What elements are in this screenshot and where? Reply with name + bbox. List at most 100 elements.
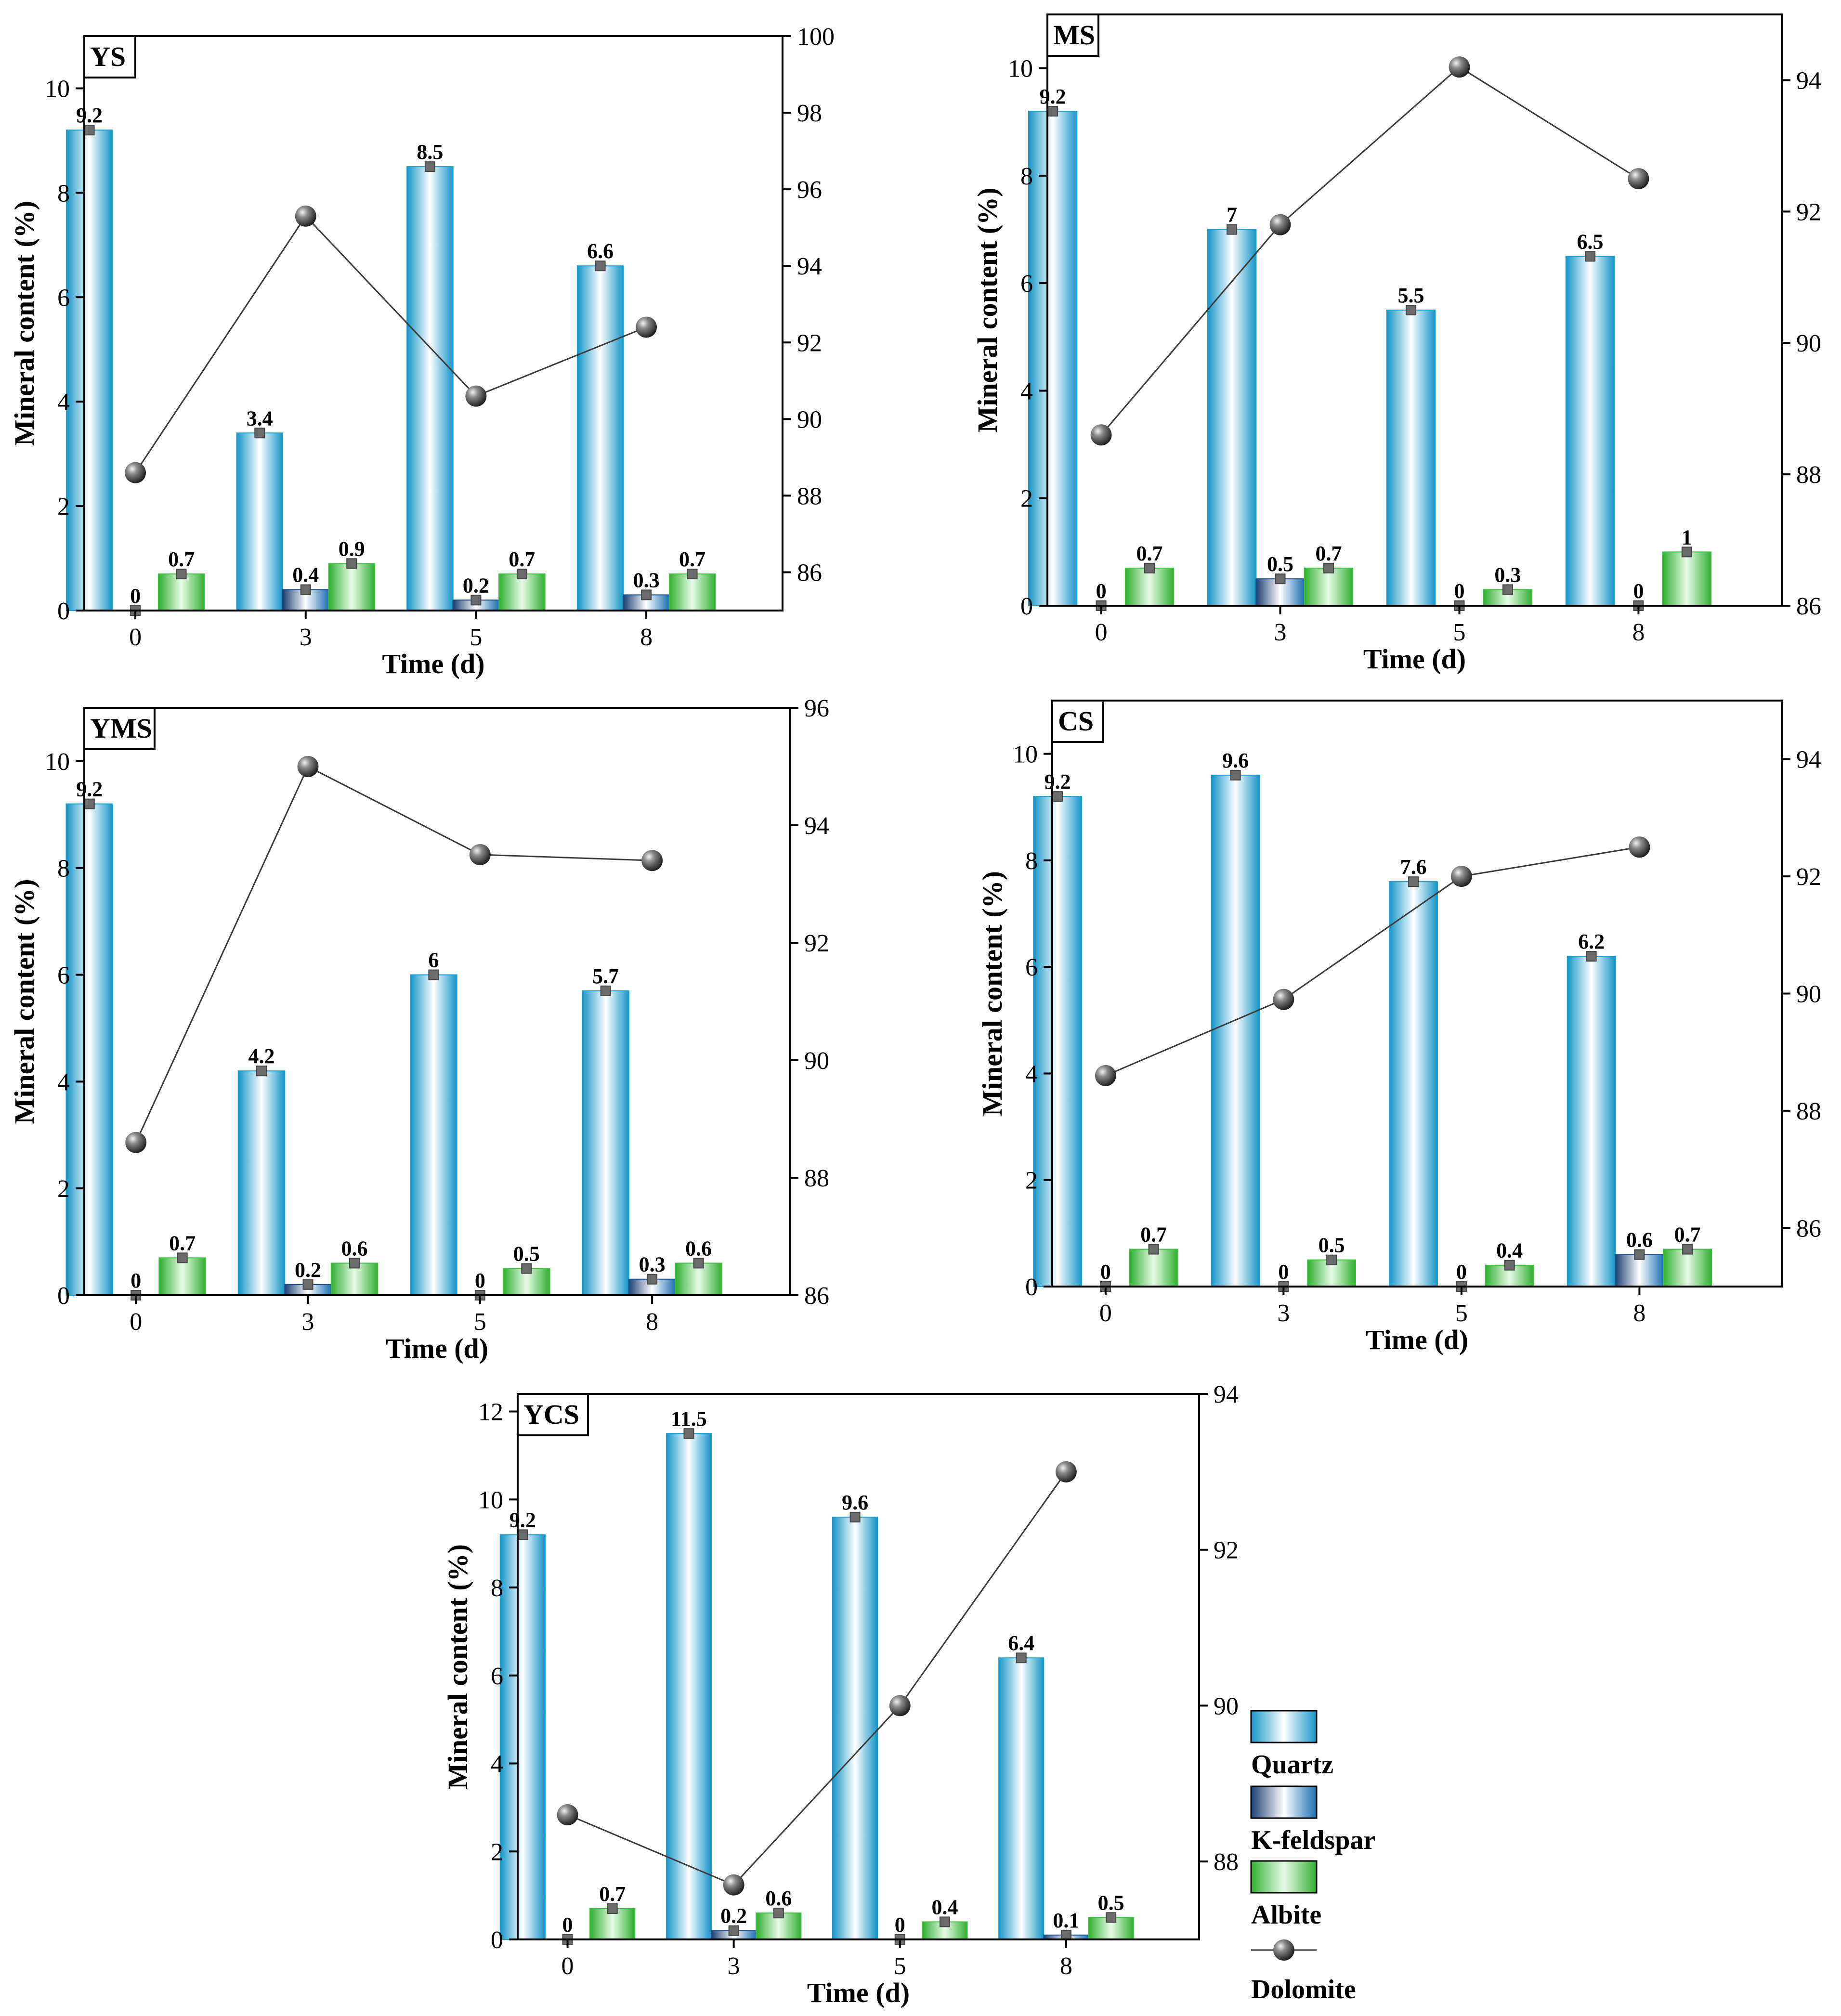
data-label-albite-8: 0.5	[1098, 1891, 1124, 1914]
data-label-k-feldspar-0: 0	[130, 584, 141, 608]
dolomite-point-8	[1628, 168, 1649, 190]
data-label-albite-8: 0.6	[685, 1236, 712, 1260]
y-tick-label: 10	[478, 1486, 503, 1514]
y-tick-label: 8	[57, 855, 70, 883]
bar-cap-albite-0	[1148, 1244, 1159, 1255]
data-label-k-feldspar-0: 0	[1096, 579, 1107, 603]
y-tick-label: 6	[1020, 270, 1033, 298]
legend-swatch-albite	[1250, 1860, 1318, 1894]
x-tick-label: 5	[894, 1952, 906, 1980]
data-label-albite-5: 0.3	[1494, 563, 1521, 587]
y-tick-label: 0	[57, 598, 70, 625]
y2-tick-label: 100	[797, 23, 835, 51]
bar-albite-0	[1124, 567, 1175, 606]
data-label-albite-8: 1	[1682, 525, 1692, 549]
bar-cap-quartz-5	[428, 969, 439, 980]
x-tick-label: 0	[561, 1952, 574, 1980]
data-label-quartz-5: 8.5	[417, 140, 443, 164]
x-tick-label: 5	[470, 624, 482, 651]
x-tick-label: 5	[1455, 1300, 1468, 1327]
dolomite-point-8	[1055, 1461, 1077, 1483]
y-tick-label: 2	[57, 1175, 70, 1203]
bar-cap-albite-8	[1682, 1244, 1693, 1255]
bar-albite-3	[1304, 567, 1354, 606]
y2-tick-label: 90	[1214, 1692, 1239, 1720]
legend-label-quartz: Quartz	[1251, 1750, 1333, 1780]
dolomite-line	[135, 765, 653, 1143]
y-axis-title: Mineral content (%)	[9, 201, 40, 446]
x-tick-label: 0	[130, 1308, 142, 1336]
legend: Quartz K-feldspar Albite Dolomite	[1250, 1710, 1375, 2004]
y-tick-label: 10	[45, 75, 70, 103]
y-tick-label: 8	[1025, 847, 1038, 875]
data-label-albite-0: 0.7	[599, 1882, 626, 1906]
data-label-k-feldspar-8: 0.3	[633, 568, 660, 592]
plot-frame	[517, 1393, 1200, 1940]
data-label-quartz-0: 9.2	[509, 1508, 536, 1532]
legend-label-kfeldspar: K-feldspar	[1251, 1825, 1375, 1855]
bar-cap-albite-8	[1681, 546, 1692, 558]
y-tick-label: 10	[1013, 741, 1038, 768]
y2-tick-label: 90	[1796, 330, 1821, 357]
y-tick-label: 8	[491, 1574, 503, 1602]
bar-cap-k-feldspar-3	[300, 584, 311, 595]
data-label-quartz-5: 6	[428, 949, 439, 972]
y2-tick-label: 92	[1796, 198, 1821, 226]
bar-albite-5	[498, 573, 546, 611]
plot-frame	[83, 35, 783, 611]
y2-tick-label: 88	[1796, 461, 1821, 489]
bar-quartz-3	[1211, 774, 1260, 1287]
data-label-albite-3: 0.6	[765, 1886, 792, 1910]
y2-tick-label: 94	[1796, 67, 1821, 94]
x-tick-label: 8	[1633, 1300, 1645, 1327]
bar-cap-k-feldspar-3	[302, 1279, 313, 1290]
panel-tag-box	[1051, 700, 1104, 743]
y2-tick-label: 94	[804, 812, 829, 840]
bar-cap-quartz-3	[256, 1066, 267, 1077]
y2-tick-label: 88	[1214, 1848, 1239, 1876]
bar-quartz-5	[832, 1516, 878, 1940]
data-label-albite-0: 0.7	[1136, 542, 1163, 565]
data-label-k-feldspar-5: 0.2	[463, 573, 489, 597]
data-label-k-feldspar-5: 0	[895, 1913, 905, 1937]
dolomite-point-3	[1269, 214, 1291, 235]
bar-quartz-8	[1567, 956, 1616, 1287]
bar-albite-8	[1662, 551, 1712, 607]
bar-quartz-8	[576, 265, 624, 611]
dolomite-point-3	[295, 205, 316, 227]
bar-cap-quartz-8	[595, 260, 606, 272]
x-axis-title: Time (d)	[386, 1333, 488, 1364]
dolomite-point-5	[889, 1695, 911, 1717]
y-tick-label: 0	[491, 1926, 503, 1954]
y-tick-label: 4	[1020, 377, 1033, 405]
data-label-albite-3: 0.5	[1319, 1234, 1345, 1257]
data-label-albite-0: 0.7	[169, 1231, 196, 1255]
x-tick-label: 3	[302, 1308, 314, 1336]
y-tick-label: 10	[45, 748, 70, 776]
panel-tag-box	[83, 707, 156, 750]
bar-cap-quartz-5	[424, 161, 435, 172]
data-label-k-feldspar-0: 0	[562, 1913, 573, 1937]
bar-quartz-3	[1207, 229, 1257, 606]
dolomite-point-8	[1629, 836, 1650, 858]
bar-cap-albite-3	[346, 558, 357, 569]
x-axis-title: Time (d)	[1366, 1324, 1468, 1355]
data-label-k-feldspar-3: 0	[1278, 1260, 1289, 1284]
bar-quartz-8	[998, 1657, 1045, 1940]
data-label-quartz-0: 9.2	[1045, 770, 1071, 793]
data-label-quartz-3: 7	[1227, 203, 1237, 227]
y2-tick-label: 92	[804, 930, 829, 957]
bar-albite-0	[157, 573, 205, 611]
y-axis-title: Mineral content (%)	[9, 879, 40, 1124]
data-label-quartz-0: 9.2	[76, 104, 103, 127]
bar-cap-quartz-3	[254, 428, 265, 439]
bar-cap-albite-5	[939, 1916, 950, 1927]
y2-tick-label: 92	[1796, 863, 1821, 891]
plot-frame	[1046, 13, 1783, 607]
data-label-albite-5: 0.5	[513, 1242, 540, 1266]
bar-quartz-3	[666, 1433, 712, 1940]
panel-tag-box	[517, 1393, 589, 1436]
y-tick-label: 2	[57, 493, 70, 520]
data-label-k-feldspar-0: 0	[131, 1269, 141, 1292]
y2-tick-label: 92	[797, 329, 822, 357]
